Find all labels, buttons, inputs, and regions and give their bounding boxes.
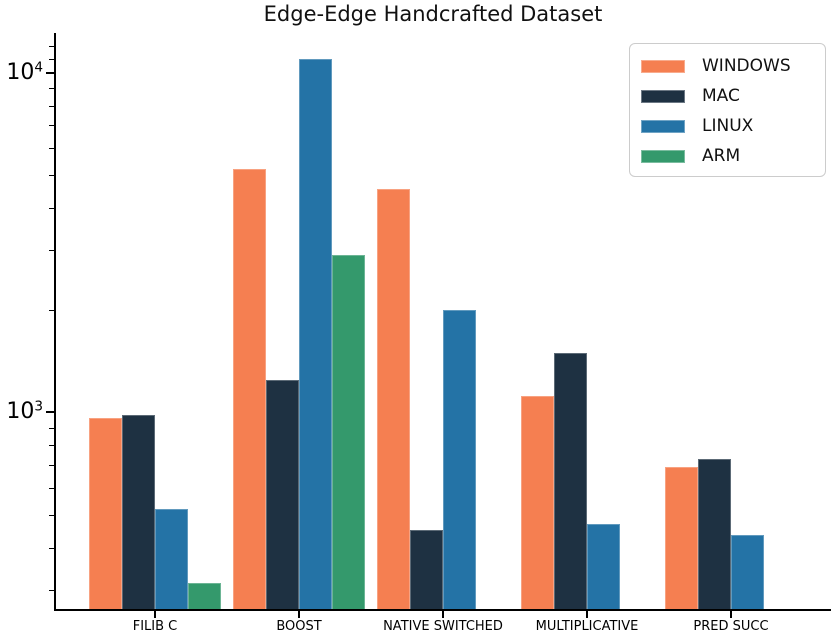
bar-linux-boost: [299, 58, 332, 610]
x-tick: [586, 611, 588, 618]
legend-item-arm: ARM: [641, 141, 825, 171]
legend-item-mac: MAC: [641, 81, 825, 111]
y-tick-label: 103: [6, 398, 43, 425]
bar-arm-filib-c: [188, 582, 221, 610]
y-minor-tick: [49, 58, 54, 60]
y-minor-tick: [49, 590, 54, 592]
y-minor-tick: [49, 125, 54, 127]
bar-linux-filib-c: [155, 508, 188, 610]
bar-windows-native-switched: [377, 188, 410, 610]
x-tick-label-filib-c: FILIB C: [132, 619, 178, 634]
y-minor-tick: [49, 45, 54, 47]
y-major-tick: [46, 71, 54, 74]
legend-label-windows: WINDOWS: [702, 56, 791, 76]
y-minor-tick: [49, 250, 54, 252]
legend-swatch-windows: [641, 59, 685, 73]
legend-item-windows: WINDOWS: [641, 51, 825, 81]
bar-mac-multiplicative: [554, 352, 587, 610]
x-tick: [154, 611, 156, 618]
x-tick: [298, 611, 300, 618]
x-tick-label-pred-succ: PRED SUCC: [693, 619, 769, 634]
bar-linux-native-switched: [443, 310, 476, 610]
bar-mac-boost: [266, 379, 299, 610]
legend-swatch-mac: [641, 89, 685, 103]
y-minor-tick: [49, 427, 54, 429]
bar-mac-pred-succ: [698, 458, 731, 610]
chart-title: Edge-Edge Handcrafted Dataset: [263, 2, 603, 26]
y-minor-tick: [49, 105, 54, 107]
y-minor-tick: [49, 514, 54, 516]
y-minor-tick: [49, 445, 54, 447]
bar-arm-boost: [332, 255, 365, 610]
bar-windows-pred-succ: [665, 467, 698, 610]
legend-swatch-arm: [641, 149, 685, 163]
bar-linux-pred-succ: [731, 535, 764, 610]
plot-area: [55, 33, 831, 610]
legend-swatch-linux: [641, 119, 685, 133]
x-axis-line: [54, 609, 831, 611]
y-minor-tick: [49, 148, 54, 150]
legend-label-mac: MAC: [702, 86, 740, 106]
y-tick-label: 104: [6, 59, 43, 85]
y-minor-tick: [49, 465, 54, 467]
bar-windows-multiplicative: [521, 395, 554, 610]
y-minor-tick: [49, 207, 54, 209]
bar-windows-boost: [233, 169, 266, 610]
y-minor-tick: [49, 88, 54, 90]
legend-item-linux: LINUX: [641, 111, 825, 141]
y-minor-tick: [49, 547, 54, 549]
bar-linux-multiplicative: [587, 523, 620, 610]
bar-mac-native-switched: [410, 530, 443, 610]
bar-mac-filib-c: [122, 414, 155, 610]
x-tick-label-native-switched: NATIVE SWITCHED: [383, 619, 503, 634]
x-tick-label-multiplicative: MULTIPLICATIVE: [535, 619, 639, 634]
y-major-tick: [46, 411, 54, 414]
y-minor-tick: [49, 175, 54, 177]
legend-label-arm: ARM: [702, 146, 741, 166]
x-tick: [730, 611, 732, 618]
x-tick: [442, 611, 444, 618]
y-minor-tick: [49, 310, 54, 312]
legend-label-linux: LINUX: [702, 116, 754, 136]
bar-windows-filib-c: [89, 418, 122, 610]
y-axis-line: [54, 33, 56, 611]
y-minor-tick: [49, 487, 54, 489]
x-tick-label-boost: BOOST: [276, 619, 322, 634]
legend: WINDOWS MAC LINUX ARM: [629, 43, 826, 177]
